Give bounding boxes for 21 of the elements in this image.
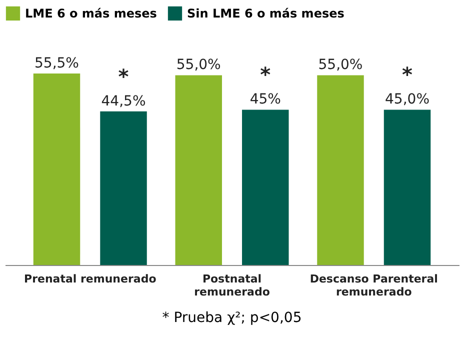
legend-label: Sin LME 6 o más meses — [187, 6, 344, 20]
x-tick-label: Postnatal remunerado — [194, 272, 270, 298]
bar — [384, 110, 431, 265]
data-label: 55,0% — [318, 57, 363, 74]
data-label: 45% — [250, 92, 281, 108]
data-label: 44,5% — [101, 93, 146, 110]
bar — [317, 75, 364, 265]
x-tick-label: Descanso Parenteral remunerado — [310, 272, 438, 298]
data-label: 55,5% — [34, 55, 79, 72]
bar — [100, 111, 147, 265]
bar — [33, 73, 80, 265]
annotation: * — [118, 64, 130, 88]
data-label: 55,0% — [176, 57, 221, 74]
annotation: * — [402, 62, 414, 87]
bar — [242, 110, 289, 265]
text: * Prueba χ²; p<0,05 — [162, 310, 302, 326]
data-label: 45,0% — [385, 92, 430, 108]
legend-label: LME 6 o más meses — [25, 6, 157, 20]
annotation: * — [260, 62, 272, 87]
x-tick-label: Prenatal remunerado — [24, 272, 157, 286]
bar — [175, 75, 222, 265]
